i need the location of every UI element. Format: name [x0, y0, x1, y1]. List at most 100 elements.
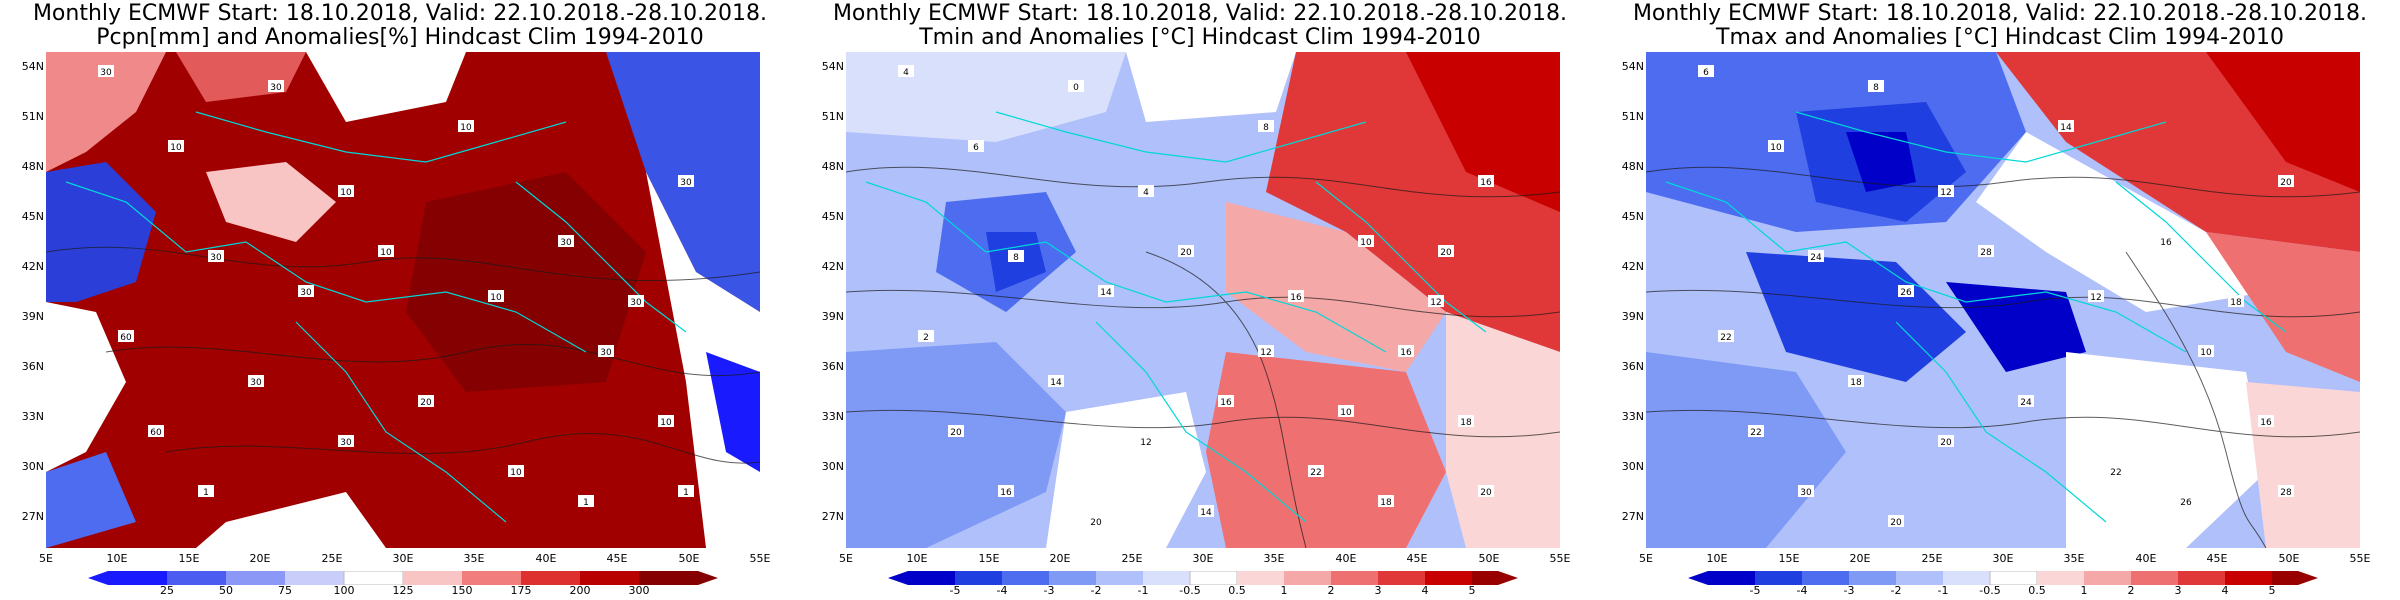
- svg-text:18: 18: [1380, 498, 1392, 508]
- svg-text:8: 8: [1873, 83, 1879, 93]
- svg-text:22: 22: [2110, 468, 2121, 478]
- contour-label: 10: [1768, 140, 1784, 153]
- lon-label: 20E: [1049, 552, 1071, 565]
- contour-label: 1: [198, 485, 214, 498]
- svg-text:10: 10: [460, 123, 472, 133]
- panel-title-line1: Monthly ECMWF Start: 18.10.2018, Valid: …: [1632, 1, 2368, 26]
- contour-label: 18: [2228, 295, 2244, 308]
- svg-text:20: 20: [1480, 488, 1492, 498]
- colorbar-label: 300: [628, 584, 650, 597]
- colorbar-label: -2: [1890, 584, 1902, 597]
- contour-label: 22: [1748, 425, 1764, 438]
- svg-text:12: 12: [2090, 293, 2101, 303]
- svg-text:6: 6: [1703, 68, 1709, 78]
- svg-text:10: 10: [490, 293, 502, 303]
- lon-label: 30E: [1192, 552, 1214, 565]
- lon-label: 50E: [678, 552, 700, 565]
- colorbar-label: 4: [2221, 584, 2229, 597]
- svg-text:20: 20: [950, 428, 962, 438]
- lat-label: 36N: [21, 360, 44, 373]
- colorbar-label: -1: [1937, 584, 1949, 597]
- svg-text:30: 30: [630, 298, 642, 308]
- svg-text:60: 60: [150, 428, 162, 438]
- contour-label: 12: [1138, 435, 1154, 448]
- lat-label: 54N: [21, 60, 44, 73]
- contour-label: 24: [1808, 250, 1824, 263]
- precipitation-panel: Monthly ECMWF Start: 18.10.2018, Valid: …: [0, 0, 800, 600]
- lat-label: 33N: [821, 410, 844, 423]
- svg-text:10: 10: [1770, 143, 1782, 153]
- contour-label: 10: [1338, 405, 1354, 418]
- svg-text:18: 18: [1460, 418, 1472, 428]
- contour-label: 16: [2258, 415, 2274, 428]
- contour-label: 26: [1898, 285, 1914, 298]
- contour-label: 10: [488, 290, 504, 303]
- svg-text:8: 8: [1263, 123, 1269, 133]
- svg-text:10: 10: [660, 418, 672, 428]
- colorbar-label: -1: [1137, 584, 1149, 597]
- contour-label: 22: [1718, 330, 1734, 343]
- lon-label: 40E: [2135, 552, 2157, 565]
- colorbar-label: -5: [949, 584, 961, 597]
- lon-label: 50E: [2278, 552, 2300, 565]
- tmin-map: 4 6 0 4 8 10 12 16 2 8 14 20 16 16 18 20 14 12 16 22 18 20 16 2…: [846, 52, 1560, 548]
- contour-label: 22: [2108, 465, 2124, 478]
- svg-text:6: 6: [973, 143, 979, 153]
- svg-text:30: 30: [300, 288, 312, 298]
- lon-label: 50E: [1478, 552, 1500, 565]
- lat-label: 30N: [821, 460, 844, 473]
- lon-label: 55E: [1549, 552, 1571, 565]
- svg-text:20: 20: [2280, 178, 2292, 188]
- lon-label: 30E: [1992, 552, 2014, 565]
- svg-text:10: 10: [380, 248, 392, 258]
- contour-label: 8: [1868, 80, 1884, 93]
- svg-text:26: 26: [2180, 498, 2192, 508]
- lon-label: 20E: [249, 552, 271, 565]
- svg-text:30: 30: [250, 378, 262, 388]
- contour-label: 0: [1068, 80, 1084, 93]
- panel-title-line2: Tmin and Anomalies [°C] Hindcast Clim 19…: [919, 25, 1481, 50]
- lon-label: 15E: [978, 552, 1000, 565]
- svg-text:20: 20: [1940, 438, 1952, 448]
- contour-label: 16: [2158, 235, 2174, 248]
- lon-label: 40E: [535, 552, 557, 565]
- svg-text:30: 30: [210, 253, 222, 263]
- svg-text:16: 16: [1000, 488, 1012, 498]
- contour-label: 4: [1138, 185, 1154, 198]
- tmin-panel: Monthly ECMWF Start: 18.10.2018, Valid: …: [800, 0, 1600, 600]
- contour-label: 6: [1698, 65, 1714, 78]
- contour-label: 26: [2178, 495, 2194, 508]
- lon-label: 45E: [1406, 552, 1428, 565]
- tmax-map: 6 10 8 12 14 16 18 20 22 24 26 28 12 10 16 22 18 20 24 22 26…: [1646, 52, 2360, 548]
- contour-label: 16: [1478, 175, 1494, 188]
- lat-label: 42N: [821, 260, 844, 273]
- lon-label: 20E: [1849, 552, 1871, 565]
- lat-label: 48N: [1621, 160, 1644, 173]
- svg-text:20: 20: [1440, 248, 1452, 258]
- svg-text:20: 20: [1890, 518, 1902, 528]
- contour-label: 30: [298, 285, 314, 298]
- contour-label: 10: [508, 465, 524, 478]
- lon-label: 55E: [749, 552, 771, 565]
- contour-label: 12: [1258, 345, 1274, 358]
- lon-label: 10E: [1706, 552, 1728, 565]
- svg-text:30: 30: [560, 238, 572, 248]
- contour-label: 20: [2278, 175, 2294, 188]
- lon-label: 25E: [321, 552, 343, 565]
- colorbar-label: 1: [2080, 584, 2088, 597]
- colorbar-label: -4: [1796, 584, 1808, 597]
- svg-text:10: 10: [510, 468, 522, 478]
- lat-label: 27N: [821, 510, 844, 523]
- lon-label: 25E: [1121, 552, 1143, 565]
- colorbar-label: 2: [2127, 584, 2135, 597]
- contour-label: 1: [578, 495, 594, 508]
- svg-text:24: 24: [1810, 253, 1822, 263]
- colorbar-label: -5: [1749, 584, 1761, 597]
- contour-label: 30: [628, 295, 644, 308]
- contour-label: 18: [1458, 415, 1474, 428]
- svg-text:1: 1: [583, 498, 589, 508]
- svg-text:8: 8: [1013, 253, 1019, 263]
- svg-text:12: 12: [1940, 188, 1951, 198]
- svg-text:60: 60: [120, 333, 132, 343]
- svg-text:30: 30: [1800, 488, 1812, 498]
